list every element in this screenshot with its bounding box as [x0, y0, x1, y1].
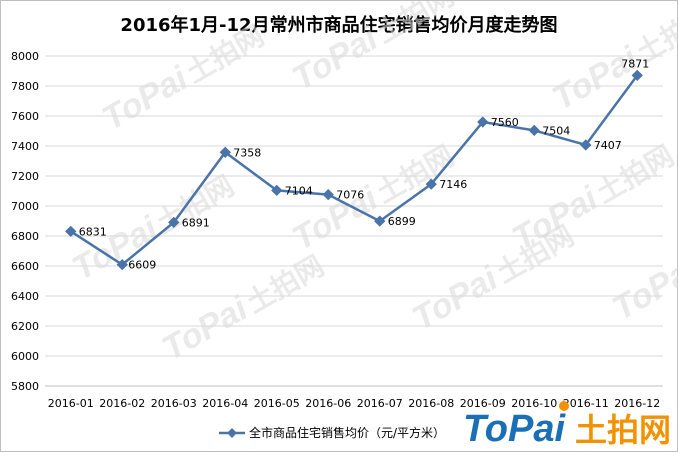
data-point	[271, 184, 283, 197]
x-tick-label: 2016-12	[614, 397, 660, 410]
y-tick-label: 6600	[11, 260, 39, 273]
data-point	[168, 216, 180, 229]
y-tick-label: 7400	[11, 140, 39, 153]
y-tick-label: 7600	[11, 110, 39, 123]
y-tick-label: 6400	[11, 290, 39, 303]
y-tick-label: 5800	[11, 380, 39, 393]
x-tick-label: 2016-01	[48, 397, 94, 410]
series-line	[70, 74, 639, 266]
data-label: 7146	[439, 178, 467, 191]
data-point	[425, 178, 437, 190]
data-point	[374, 215, 386, 227]
y-gridlines: 5800 6000 6200 6400 6600 6800 7000 7200 7400 7600…	[11, 50, 663, 393]
brand-logo: ToPai 土拍网	[463, 401, 671, 450]
logo-cn: 土拍网	[575, 411, 671, 449]
x-tick-label: 2016-03	[151, 397, 197, 410]
logo-latin: ToPai	[463, 408, 566, 450]
y-tick-label: 7000	[11, 200, 39, 213]
data-label: 7104	[285, 184, 313, 197]
watermark-text-cn: 土拍网	[180, 19, 269, 90]
data-label: 7871	[621, 57, 649, 70]
data-label: 7560	[491, 116, 519, 129]
logo-dot	[559, 401, 569, 411]
y-tick-label: 6800	[11, 230, 39, 243]
watermark-text-cn: 土拍网	[370, 139, 459, 210]
data-label: 7076	[336, 189, 364, 202]
x-tick-label: 2016-09	[460, 397, 506, 410]
data-label: 7504	[542, 124, 570, 137]
watermark-text: ToPai	[96, 59, 195, 138]
chart-title: 2016年1月-12月常州市商品住宅销售均价月度走势图	[120, 15, 558, 36]
x-tick-label: 2016-05	[254, 397, 300, 410]
data-label: 6891	[182, 216, 210, 229]
y-tick-label: 6200	[11, 320, 39, 333]
x-tick-label: 2016-07	[357, 397, 403, 410]
x-tick-label: 2016-11	[563, 397, 609, 410]
y-tick-label: 7200	[11, 170, 39, 183]
x-tick-label: 2016-10	[511, 397, 557, 410]
data-point	[580, 139, 592, 151]
data-label: 6899	[388, 215, 416, 228]
data-label: 7358	[233, 146, 261, 159]
legend-marker	[227, 428, 237, 438]
watermark-text: ToPai	[66, 209, 165, 288]
data-point	[219, 146, 231, 158]
y-tick-label: 7800	[11, 80, 39, 93]
watermark-text: ToPai	[546, 39, 645, 118]
legend: 全市商品住宅销售均价（元/平方米）	[219, 425, 445, 440]
data-label: 7407	[594, 139, 622, 152]
x-tick-label: 2016-08	[408, 397, 454, 410]
x-tick-label: 2016-04	[202, 397, 248, 410]
y-tick-label: 6000	[11, 350, 39, 363]
data-point	[322, 188, 334, 201]
watermark-text-cn: 土拍网	[240, 249, 329, 320]
watermark-text-cn: 土拍网	[370, 1, 459, 50]
data-label: 6831	[79, 225, 107, 238]
y-tick-label: 8000	[11, 50, 39, 63]
data-label: 6609	[128, 259, 156, 272]
x-tick-labels: 2016-01 2016-02 2016-03 2016-04 2016-05 2016-…	[48, 397, 660, 410]
legend-label: 全市商品住宅销售均价（元/平方米）	[249, 425, 445, 440]
watermark-text: ToPai	[606, 249, 678, 328]
x-tick-label: 2016-02	[99, 397, 145, 410]
data-point	[528, 124, 540, 137]
x-tick-label: 2016-06	[305, 397, 351, 410]
